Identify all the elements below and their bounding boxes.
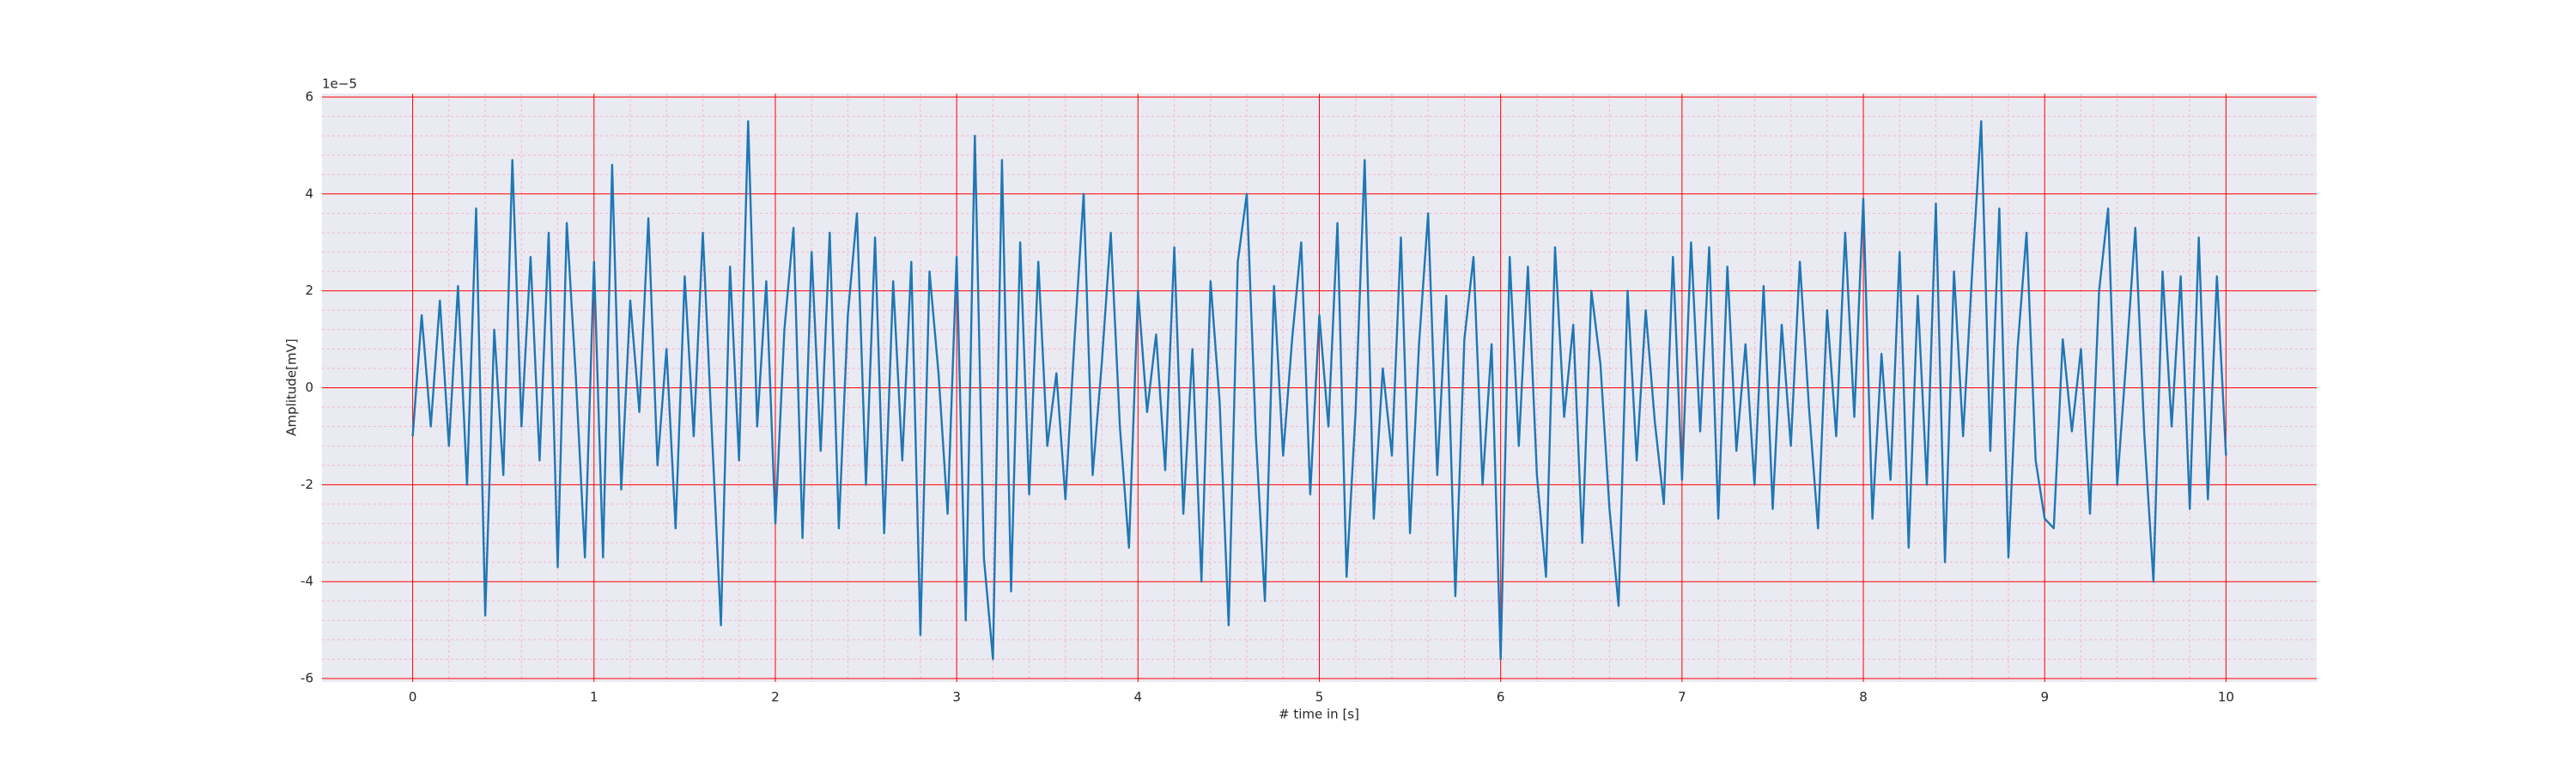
y-tick-label: 6	[305, 88, 313, 104]
y-tick-label: -4	[301, 574, 313, 589]
x-tick-label: 10	[2218, 690, 2234, 705]
x-tick-label: 7	[1678, 690, 1686, 705]
x-tick-label: 9	[2040, 690, 2049, 705]
x-tick-label: 2	[771, 690, 780, 705]
offset-label: 1e−5	[322, 76, 357, 92]
y-tick-label: -2	[301, 477, 313, 492]
x-tick-label: 5	[1315, 690, 1324, 705]
data-line	[411, 120, 2227, 660]
x-tick-label: 0	[409, 690, 417, 705]
x-tick-label: 6	[1497, 690, 1505, 705]
y-axis-label: Amplitude[mV]	[284, 338, 300, 435]
x-tick-label: 4	[1134, 690, 1143, 705]
x-axis-label: # time in [s]	[1279, 707, 1359, 722]
x-tick-label: 3	[952, 690, 961, 705]
y-tick-label: -6	[301, 671, 313, 686]
y-tick-label: 4	[305, 186, 313, 201]
y-tick-label: 2	[305, 283, 313, 298]
y-tick-label: 0	[305, 380, 313, 395]
x-tick-label: 8	[1859, 690, 1868, 705]
x-tick-label: 1	[590, 690, 598, 705]
